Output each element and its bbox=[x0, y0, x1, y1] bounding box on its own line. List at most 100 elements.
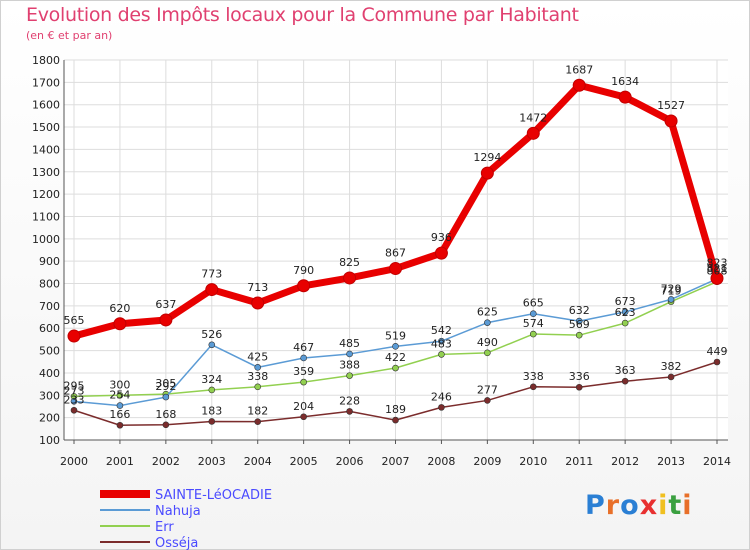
data-point bbox=[438, 351, 445, 358]
data-point bbox=[254, 418, 262, 425]
data-label: 305 bbox=[155, 377, 176, 390]
y-tick-label: 600 bbox=[39, 322, 60, 335]
data-label: 729 bbox=[661, 282, 682, 295]
data-label: 519 bbox=[385, 329, 406, 342]
data-label: 166 bbox=[109, 408, 130, 421]
data-label: 1472 bbox=[519, 111, 547, 124]
chart-title: Evolution des Impôts locaux pour la Comm… bbox=[26, 4, 579, 26]
y-tick-label: 500 bbox=[39, 345, 60, 358]
y-tick-label: 1300 bbox=[32, 166, 60, 179]
data-point bbox=[300, 378, 307, 386]
data-point bbox=[254, 383, 262, 391]
data-label: 823 bbox=[707, 256, 728, 269]
data-label: 867 bbox=[385, 247, 406, 260]
legend-label: Err bbox=[155, 520, 174, 535]
y-tick-label: 1400 bbox=[32, 143, 60, 156]
data-label: 338 bbox=[247, 370, 268, 383]
data-label: 620 bbox=[109, 302, 130, 315]
data-label: 425 bbox=[247, 350, 268, 363]
y-tick-label: 200 bbox=[39, 412, 60, 425]
data-point bbox=[484, 349, 491, 357]
data-point bbox=[162, 421, 170, 429]
data-point bbox=[346, 408, 353, 415]
x-tick-label: 2014 bbox=[703, 455, 731, 468]
data-label: 773 bbox=[201, 268, 222, 281]
y-tick-label: 1600 bbox=[32, 99, 60, 112]
legend-label: Nahuja bbox=[155, 504, 201, 519]
x-tick-label: 2011 bbox=[565, 455, 593, 468]
proxiti-logo: Proxiti bbox=[585, 490, 693, 521]
data-point bbox=[575, 331, 583, 339]
data-point bbox=[575, 383, 583, 391]
data-point bbox=[300, 354, 307, 362]
data-point bbox=[251, 296, 265, 310]
data-point bbox=[346, 372, 353, 379]
data-point bbox=[529, 383, 537, 391]
logo-letter: o bbox=[620, 490, 640, 521]
data-label: 485 bbox=[339, 337, 360, 350]
data-labels: 233 166 168 183 182 204 228 189 246 277 338 336 363 3… bbox=[64, 63, 728, 421]
data-point bbox=[346, 350, 353, 358]
data-label: 825 bbox=[339, 256, 360, 269]
data-point bbox=[529, 310, 537, 318]
data-label: 542 bbox=[431, 324, 452, 337]
data-point bbox=[389, 262, 402, 276]
data-point bbox=[710, 271, 724, 285]
data-label: 632 bbox=[569, 304, 590, 317]
data-point bbox=[116, 421, 124, 429]
axes: 100 200 300 400 500 600 700 800 900 1000 1100 1200 1… bbox=[32, 54, 731, 468]
data-label: 467 bbox=[293, 341, 314, 354]
data-point bbox=[67, 329, 81, 343]
data-label: 637 bbox=[155, 298, 176, 311]
data-point bbox=[575, 317, 583, 325]
data-label: 808 bbox=[707, 265, 728, 278]
data-label: 790 bbox=[293, 264, 314, 277]
data-point bbox=[572, 78, 586, 92]
logo-letter: r bbox=[605, 490, 621, 521]
data-point bbox=[667, 373, 675, 381]
data-label: 233 bbox=[64, 393, 85, 406]
data-point bbox=[621, 319, 629, 327]
data-point bbox=[208, 341, 216, 349]
data-point bbox=[621, 308, 629, 316]
x-tick-label: 2002 bbox=[152, 455, 180, 468]
y-tick-label: 100 bbox=[39, 434, 60, 447]
data-label: 359 bbox=[293, 365, 314, 378]
x-tick-label: 2000 bbox=[60, 455, 88, 468]
data-point bbox=[162, 393, 170, 401]
x-tick-label: 2008 bbox=[427, 455, 455, 468]
y-tick-label: 1100 bbox=[32, 210, 60, 223]
logo-letter: i bbox=[682, 490, 693, 521]
legend-label: Osséja bbox=[155, 536, 198, 550]
chart-subtitle: (en € et par an) bbox=[26, 29, 113, 42]
data-label: 665 bbox=[523, 297, 544, 310]
data-label: 574 bbox=[523, 317, 544, 330]
y-tick-label: 300 bbox=[39, 389, 60, 402]
data-label: 719 bbox=[661, 285, 682, 298]
logo-letter: i bbox=[658, 490, 669, 521]
data-label: 324 bbox=[201, 373, 222, 386]
y-tick-label: 1700 bbox=[32, 76, 60, 89]
data-point bbox=[300, 413, 307, 421]
data-label: 189 bbox=[385, 403, 406, 416]
data-point bbox=[113, 317, 127, 331]
x-tick-label: 2010 bbox=[519, 455, 547, 468]
data-label: 300 bbox=[109, 378, 130, 391]
data-point bbox=[529, 330, 537, 338]
y-tick-label: 900 bbox=[39, 255, 60, 268]
data-point bbox=[392, 364, 399, 372]
data-label: 713 bbox=[247, 281, 268, 294]
legend-label: SAINTE-LéOCADIE bbox=[155, 488, 272, 503]
data-label: 1294 bbox=[473, 151, 501, 164]
grid bbox=[64, 59, 728, 441]
data-label: 336 bbox=[569, 370, 590, 383]
data-label: 338 bbox=[523, 370, 544, 383]
x-tick-label: 2001 bbox=[106, 455, 134, 468]
data-label: 565 bbox=[64, 314, 85, 327]
data-point bbox=[480, 166, 494, 180]
x-tick-label: 2007 bbox=[382, 455, 410, 468]
x-tick-label: 2003 bbox=[198, 455, 226, 468]
data-point bbox=[438, 404, 445, 411]
data-point bbox=[70, 406, 78, 414]
data-point bbox=[116, 402, 124, 409]
